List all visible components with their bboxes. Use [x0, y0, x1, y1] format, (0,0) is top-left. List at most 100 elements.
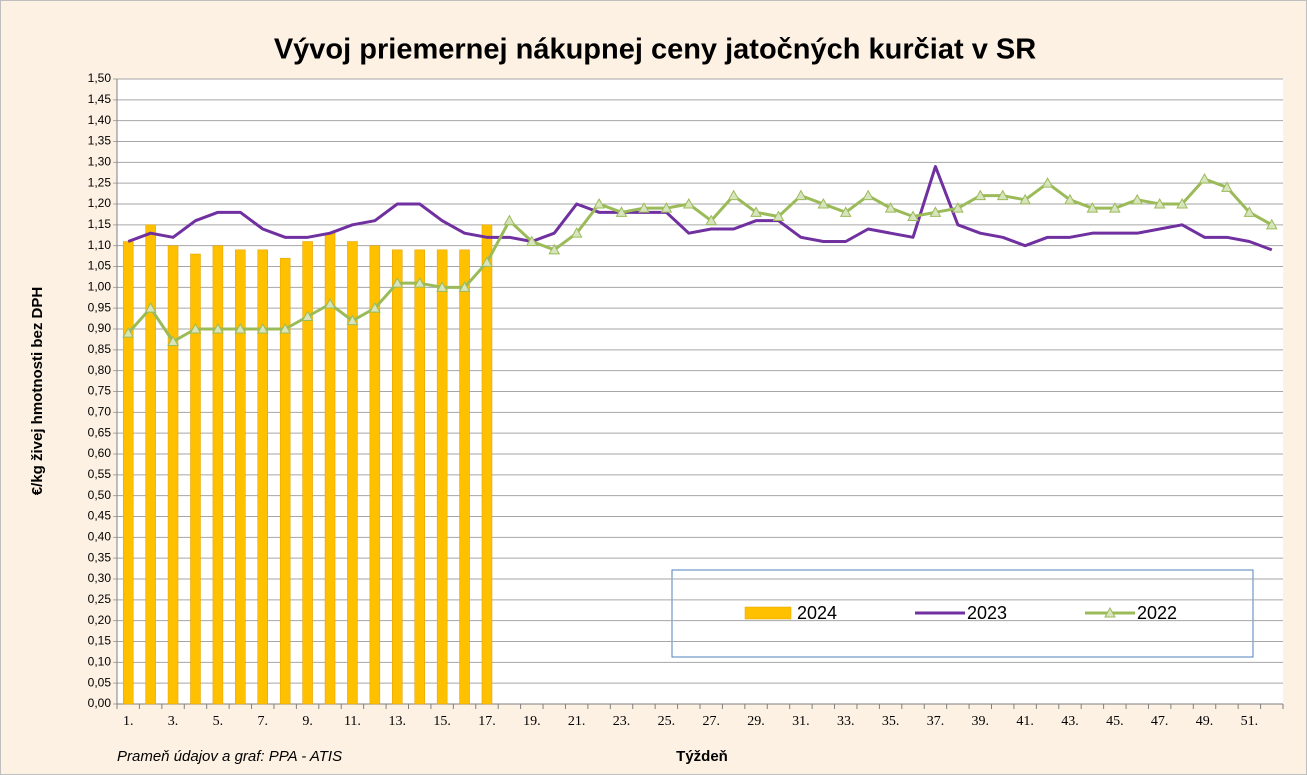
y-tick-label: 1,45 [88, 92, 112, 106]
marker [1176, 197, 1188, 209]
y-tick-label: 0,95 [88, 300, 112, 314]
marker [907, 210, 919, 221]
marker [750, 206, 762, 217]
marker [391, 277, 404, 288]
line-2023 [127, 165, 1273, 252]
y-tick-label: 0,65 [88, 425, 112, 439]
marker [324, 297, 336, 309]
marker [256, 322, 269, 334]
y-tick-label: 1,20 [88, 196, 112, 210]
marker [1198, 172, 1211, 184]
y-tick-label: 0,35 [88, 550, 112, 564]
x-tick-label: 19. [523, 714, 541, 729]
bar [279, 257, 291, 705]
bar [459, 249, 470, 705]
marker [436, 281, 448, 292]
y-tick-label: 1,10 [88, 238, 112, 252]
marker [705, 214, 718, 226]
y-tick-label: 0,75 [88, 384, 112, 398]
legend-marker [1104, 606, 1116, 618]
x-tick-label: 11. [344, 714, 361, 729]
marker [212, 322, 224, 334]
y-axis-label: €/kg živej hmotnosti bez DPH [29, 287, 46, 495]
y-tick-label: 0,45 [88, 509, 112, 523]
y-tick-label: 0,70 [88, 405, 112, 419]
marker [1041, 177, 1054, 188]
bar [122, 241, 134, 705]
marker [1221, 181, 1233, 192]
marker [167, 335, 179, 346]
y-tick-label: 1,25 [88, 175, 112, 189]
marker [301, 310, 314, 321]
marker [234, 322, 247, 334]
x-tick-label: 51. [1241, 714, 1259, 729]
y-tick-label: 0,80 [88, 363, 112, 377]
y-tick-label: 0,60 [88, 446, 112, 460]
x-tick-label: 39. [972, 714, 990, 729]
y-tick-label: 1,15 [88, 217, 112, 231]
x-tick-label: 21. [568, 714, 586, 729]
bar [235, 249, 246, 705]
marker [727, 189, 740, 201]
bar [414, 249, 425, 705]
bar [392, 249, 403, 705]
legend-label: 2024 [797, 603, 837, 623]
legend-label: 2022 [1137, 603, 1177, 623]
marker [1131, 193, 1144, 205]
x-tick-label: 5. [213, 714, 224, 729]
x-tick-label: 41. [1016, 714, 1034, 729]
x-tick-label: 3. [168, 714, 179, 729]
bar [257, 249, 268, 705]
marker [884, 202, 897, 213]
marker [682, 197, 695, 209]
y-tick-label: 0,90 [88, 321, 112, 335]
y-tick-label: 1,35 [88, 134, 112, 148]
y-tick-label: 0,10 [88, 655, 112, 669]
x-tick-label: 17. [478, 714, 496, 729]
y-tick-label: 1,00 [88, 280, 112, 294]
marker [1019, 193, 1031, 205]
marker [458, 281, 471, 292]
marker [1153, 197, 1166, 209]
marker [929, 206, 942, 217]
x-tick-label: 25. [658, 714, 676, 729]
marker [817, 197, 830, 209]
marker [996, 189, 1009, 201]
marker [638, 202, 650, 213]
bar [481, 224, 493, 705]
y-tick-label: 0,05 [88, 675, 112, 689]
y-tick-label: 0,55 [88, 467, 112, 481]
y-tick-label: 1,30 [88, 155, 112, 169]
bar [347, 241, 358, 705]
x-tick-label: 47. [1151, 714, 1169, 729]
marker [952, 202, 964, 213]
y-tick-label: 0,20 [88, 613, 112, 627]
source-note: Prameň údajov a graf: PPA - ATIS [117, 748, 342, 765]
marker [660, 202, 673, 213]
bar [167, 245, 179, 705]
marker [1064, 193, 1076, 205]
y-tick-label: 0,85 [88, 342, 112, 356]
marker [525, 235, 538, 246]
marker [615, 206, 628, 217]
x-tick-label: 7. [258, 714, 269, 729]
y-tick-label: 1,40 [88, 113, 112, 127]
line-2022 [127, 177, 1273, 343]
marker [593, 197, 605, 209]
marker [570, 227, 583, 238]
marker [862, 189, 875, 201]
x-axis-label: Týždeň [676, 748, 728, 765]
marker [346, 314, 359, 326]
legend-label: 2023 [967, 603, 1007, 623]
marker [1108, 202, 1121, 213]
marker [369, 302, 381, 313]
bar [145, 224, 156, 705]
x-tick-label: 15. [433, 714, 451, 729]
x-tick-label: 45. [1106, 714, 1124, 729]
y-tick-label: 0,30 [88, 571, 112, 585]
marker [839, 206, 852, 217]
y-tick-label: 0,00 [88, 696, 112, 710]
x-tick-label: 27. [702, 714, 720, 729]
y-tick-label: 0,40 [88, 530, 112, 544]
